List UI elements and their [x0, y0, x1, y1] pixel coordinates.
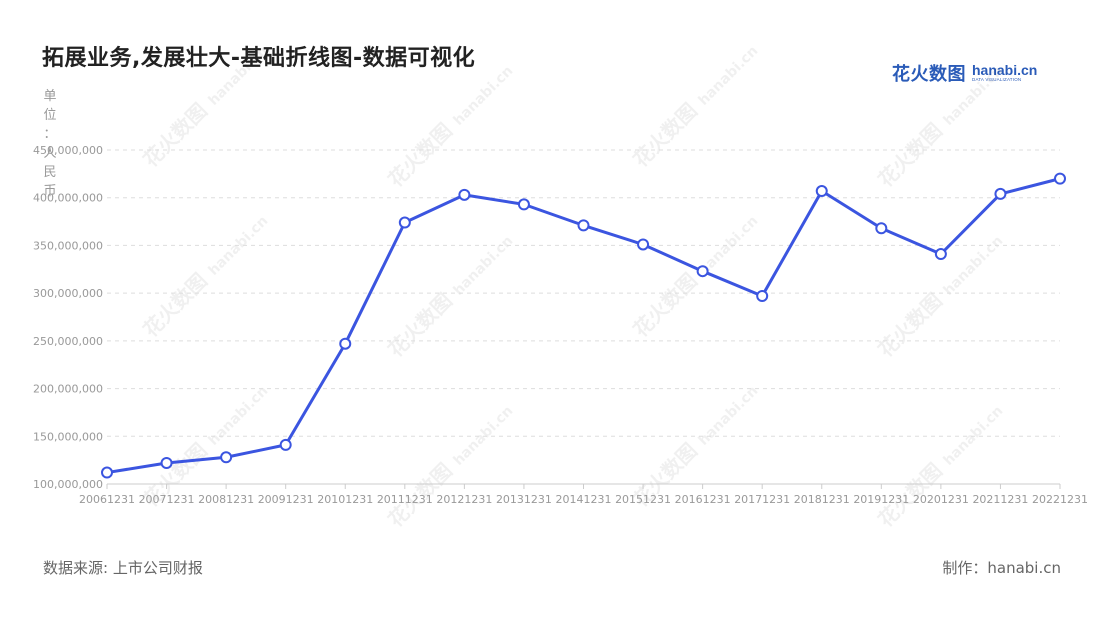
brand-en-text: hanabi.cn	[972, 62, 1038, 79]
svg-text:hanabi.cn: hanabi.cn	[205, 43, 271, 109]
svg-text:花火数图: 花火数图	[628, 268, 702, 342]
svg-text:花火数图: 花火数图	[383, 288, 457, 362]
brand-sub-text: DATA VISUALIZATION	[972, 77, 1022, 83]
x-tick-label: 20061231	[79, 493, 135, 506]
svg-text:hanabi.cn: hanabi.cn	[695, 43, 761, 109]
svg-text:hanabi.cn: hanabi.cn	[450, 63, 516, 129]
y-tick-label: 450,000,000	[33, 144, 103, 157]
x-tick-label: 20181231	[794, 493, 850, 506]
x-tick-label: 20121231	[436, 493, 492, 506]
data-point	[577, 219, 590, 232]
data-point	[458, 188, 471, 201]
x-tick-label: 20211231	[972, 493, 1028, 506]
x-tick-label: 20081231	[198, 493, 254, 506]
x-tick-label: 20091231	[258, 493, 314, 506]
svg-text:hanabi.cn: hanabi.cn	[205, 383, 271, 449]
svg-text:hanabi.cn: hanabi.cn	[450, 233, 516, 299]
data-point	[517, 198, 530, 211]
data-point	[875, 222, 888, 235]
data-source: 数据来源: 上市公司财报	[43, 559, 203, 577]
data-point	[815, 185, 828, 198]
data-point	[1054, 172, 1066, 185]
brand-logo: 花火数图 hanabi.cn DATA VISUALIZATION	[892, 60, 1037, 86]
y-axis-label-char: ：	[43, 127, 56, 142]
y-tick-label: 350,000,000	[33, 239, 103, 252]
y-tick-label: 400,000,000	[33, 192, 103, 205]
y-tick-label: 100,000,000	[33, 478, 103, 491]
x-tick-label: 20151231	[615, 493, 671, 506]
data-point	[756, 290, 769, 303]
data-point	[160, 457, 173, 470]
data-point	[101, 466, 113, 479]
x-tick-label: 20161231	[675, 493, 731, 506]
x-tick-label: 20171231	[734, 493, 790, 506]
svg-text:花火数图: 花火数图	[873, 118, 947, 192]
svg-text:花火数图: 花火数图	[383, 118, 457, 192]
svg-text:hanabi.cn: hanabi.cn	[940, 63, 1006, 129]
svg-text:花火数图: 花火数图	[138, 268, 212, 342]
x-tick-label: 20101231	[317, 493, 373, 506]
data-point	[696, 265, 709, 278]
y-axis-label-char: 人	[43, 146, 56, 161]
x-tick-label: 20191231	[853, 493, 909, 506]
x-tick-label: 20111231	[377, 493, 433, 506]
y-tick-label: 150,000,000	[33, 430, 103, 443]
watermark-pattern: 花火数图hanabi.cn花火数图hanabi.cn花火数图hanabi.cn花…	[138, 43, 1006, 532]
x-tick-label: 20071231	[139, 493, 195, 506]
data-point	[994, 187, 1007, 200]
x-tick-label: 20201231	[913, 493, 969, 506]
brand-en-block: hanabi.cn DATA VISUALIZATION	[972, 63, 1037, 83]
y-axis-label-char: 单	[43, 89, 56, 104]
svg-text:hanabi.cn: hanabi.cn	[695, 383, 761, 449]
y-tick-label: 200,000,000	[33, 383, 103, 396]
y-axis-label-char: 民	[43, 165, 56, 180]
svg-text:花火数图: 花火数图	[138, 98, 212, 172]
x-tick-label: 20141231	[556, 493, 612, 506]
data-point	[220, 451, 233, 464]
svg-text:花火数图: 花火数图	[628, 98, 702, 172]
credit: 制作：hanabi.cn	[942, 559, 1061, 577]
data-point	[339, 337, 352, 350]
x-tick-label: 20131231	[496, 493, 552, 506]
y-tick-label: 250,000,000	[33, 335, 103, 348]
data-point	[934, 248, 947, 261]
y-axis-label-char: 币	[43, 184, 56, 199]
chart-title: 拓展业务,发展壮大-基础折线图-数据可视化	[42, 46, 476, 71]
data-point	[398, 216, 411, 229]
data-point	[637, 238, 650, 251]
y-axis-label-char: 位	[43, 108, 56, 123]
brand-cn-text: 花火数图	[892, 64, 966, 85]
y-tick-label: 300,000,000	[33, 287, 103, 300]
x-tick-label: 20221231	[1032, 493, 1088, 506]
svg-text:花火数图: 花火数图	[873, 288, 947, 362]
data-point	[279, 438, 292, 451]
